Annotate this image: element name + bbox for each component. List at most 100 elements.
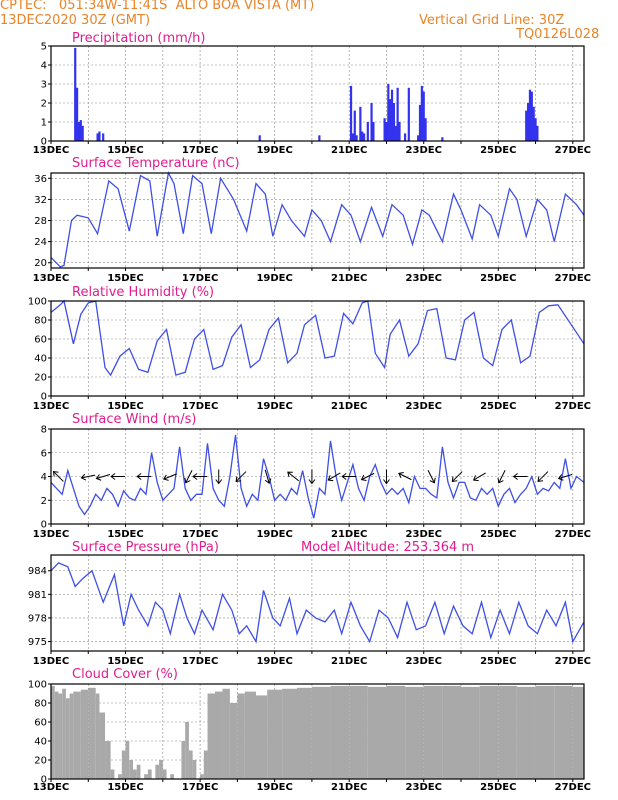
x-tick-label: 27DEC: [555, 145, 591, 156]
precip-bar: [75, 87, 79, 141]
cloud-cover-bar: [244, 691, 256, 779]
precip-bar: [418, 104, 422, 141]
cloud-cover-bar: [110, 769, 115, 779]
cloud-cover-bar: [442, 685, 461, 779]
cloud-cover-bar: [88, 687, 96, 779]
precip-bar: [407, 87, 410, 141]
wind-arrow-head: [429, 477, 436, 484]
panel-frame: [50, 554, 585, 652]
panel-frame: [50, 172, 585, 269]
panel-frame: [50, 683, 585, 780]
cloud-cover-bar: [207, 693, 215, 779]
x-tick-label: 13DEC: [33, 656, 69, 667]
cloud-cover-bar: [572, 686, 584, 779]
x-tick-label: 27DEC: [555, 401, 591, 412]
x-tick-label: 19DEC: [256, 656, 292, 667]
cloud-cover-bar: [222, 688, 230, 779]
cloud-cover-bar: [181, 741, 186, 779]
y-tick-label: 32: [34, 195, 47, 206]
y-tick-label: 3: [41, 80, 47, 91]
cloud-cover-bar: [535, 685, 555, 779]
x-tick-label: 15DEC: [107, 145, 143, 156]
precip-bar: [525, 110, 528, 141]
wind-arrow: [328, 472, 341, 481]
precip-bar: [526, 103, 530, 141]
wind-arrow: [81, 474, 96, 479]
wind-arrow-head: [215, 479, 223, 485]
y-tick-label: 60: [34, 335, 47, 346]
cloud-cover-bar: [162, 769, 167, 779]
wind-arrow-head: [497, 477, 504, 484]
x-tick-label: 19DEC: [256, 145, 292, 156]
x-tick-label: 15DEC: [107, 529, 143, 540]
wind-arrow-head: [110, 473, 116, 480]
wind-arrow-head: [360, 474, 367, 482]
y-tick-label: 8: [41, 425, 47, 436]
precip-bar: [370, 103, 373, 141]
wind-arrow: [537, 471, 549, 482]
header-run: 13DEC2020 30Z (GMT): [0, 13, 151, 28]
x-tick-label: 15DEC: [107, 656, 143, 667]
wind-arrow: [558, 474, 573, 479]
cloud-cover-bar: [51, 685, 55, 779]
precip-bar: [361, 131, 364, 141]
wind-arrow-head: [80, 473, 87, 481]
cloud-cover-bar: [461, 686, 480, 779]
cloud-cover-bar: [65, 698, 70, 779]
x-tick-label: 15DEC: [107, 782, 143, 793]
cloud-cover-bar: [73, 691, 81, 779]
y-tick-label: 28: [34, 216, 47, 227]
panel-title: Precipitation (mm/h): [72, 31, 205, 46]
wind-arrow: [473, 472, 486, 481]
cloud-cover-bar: [159, 760, 163, 779]
wind-arrow: [185, 470, 193, 483]
cloud-cover-bar: [405, 686, 424, 779]
x-tick-label: 13DEC: [33, 145, 69, 156]
x-tick-label: 25DEC: [480, 273, 516, 284]
x-tick-label: 17DEC: [182, 656, 218, 667]
y-tick-label: 981: [28, 590, 47, 601]
precip-bar: [420, 85, 423, 141]
x-tick-label: 13DEC: [33, 782, 69, 793]
precip-bar: [387, 84, 390, 141]
precip-bar: [366, 122, 369, 141]
x-tick-label: 21DEC: [331, 529, 367, 540]
cloud-cover-bar: [256, 695, 268, 779]
cloud-cover-bar: [229, 703, 238, 779]
wind-arrow-head: [308, 479, 316, 485]
precip-bar: [355, 135, 358, 141]
cloud-cover-bar: [118, 774, 122, 779]
cloud-cover-bar: [144, 774, 148, 779]
wind-arrow-head: [537, 476, 544, 483]
cloud-cover-bar: [192, 760, 197, 779]
x-tick-label: 13DEC: [33, 401, 69, 412]
cloud-cover-bar: [121, 750, 126, 779]
cloud-cover-bar: [516, 686, 536, 779]
wind-arrow: [361, 472, 375, 481]
precip-bar: [390, 89, 394, 141]
y-tick-label: 2: [41, 99, 47, 110]
panel-frame: [50, 428, 585, 525]
x-tick-label: 23DEC: [406, 782, 442, 793]
cloud-cover-bar: [203, 750, 208, 779]
wind-arrow-head: [327, 475, 334, 482]
x-tick-label: 19DEC: [256, 782, 292, 793]
precip-bar: [396, 87, 399, 141]
cloud-cover-bar: [133, 769, 137, 779]
precip-bar: [102, 133, 105, 141]
precip-bar: [528, 89, 532, 141]
cloud-cover-bar: [423, 685, 443, 779]
y-tick-label: 1: [41, 118, 47, 129]
x-tick-label: 21DEC: [331, 145, 367, 156]
x-tick-label: 17DEC: [182, 145, 218, 156]
x-tick-label: 25DEC: [480, 529, 516, 540]
cloud-cover-bar: [297, 687, 312, 779]
precip-bar: [98, 131, 101, 141]
wind-arrow-head: [287, 471, 293, 478]
y-tick-label: 5: [41, 42, 47, 53]
wind-arrow-head: [383, 479, 390, 485]
wind-arrow-head: [264, 478, 272, 485]
panel-title: Cloud Cover (%): [72, 667, 178, 682]
precip-bar: [359, 106, 362, 141]
